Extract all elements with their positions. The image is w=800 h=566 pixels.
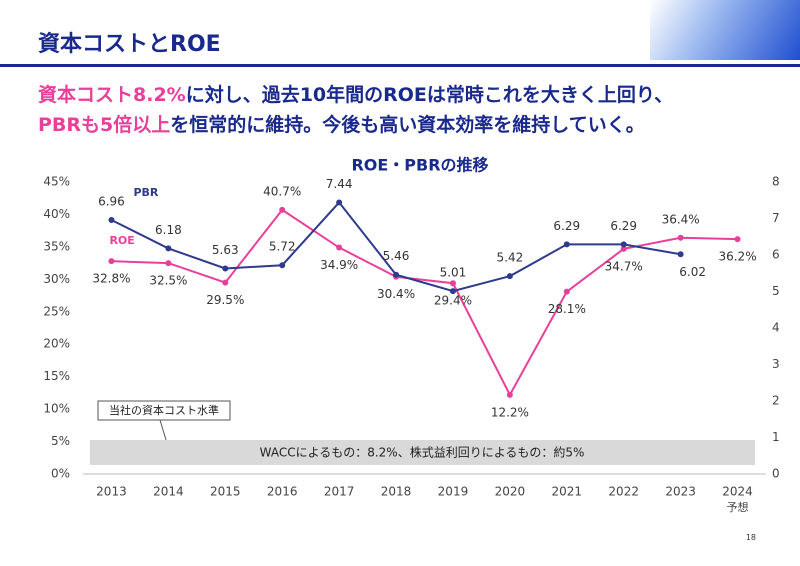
point <box>393 271 400 278</box>
headline-line: 資本コスト8.2%に対し、過去10年間のROEは常時これを大きく上回り、 <box>38 80 673 110</box>
y-tick-label: 40% <box>43 207 70 221</box>
point <box>165 260 172 267</box>
data-label: 32.5% <box>149 274 187 288</box>
data-label: 6.29 <box>610 219 637 233</box>
x-tick-label: 2024 <box>722 485 753 499</box>
x-tick-label: 2014 <box>153 485 184 499</box>
point <box>108 216 115 223</box>
point <box>677 251 684 258</box>
data-label: 34.7% <box>605 259 643 273</box>
x-tick-label: 2015 <box>210 485 241 499</box>
point <box>506 391 513 398</box>
band-label: WACCによるもの：8.2%、株式益利回りによるもの：約5% <box>260 445 585 460</box>
point <box>279 206 286 213</box>
y2-tick-label: 6 <box>772 248 780 262</box>
data-label: 29.5% <box>206 293 244 307</box>
y2-tick-label: 1 <box>772 430 780 444</box>
x-tick-label: 2023 <box>665 485 696 499</box>
header-decoration <box>650 0 800 60</box>
data-label: 5.72 <box>269 240 296 254</box>
page-number: 18 <box>745 533 756 542</box>
x-tick-label: 2017 <box>324 485 355 499</box>
point <box>620 245 627 252</box>
y-tick-label: 0% <box>51 467 70 481</box>
point <box>165 245 172 252</box>
point <box>279 262 286 269</box>
data-label: 6.18 <box>155 223 182 237</box>
data-label: 6.02 <box>679 265 706 279</box>
data-label: 5.46 <box>383 249 410 263</box>
series-name: ROE <box>109 234 134 247</box>
point <box>563 288 570 295</box>
point <box>620 241 627 248</box>
chart-title: ROE・PBRの推移 <box>351 156 488 175</box>
headline-segment: PBRも5倍以上 <box>38 114 171 136</box>
data-label: 5.01 <box>440 266 467 280</box>
cost-band <box>90 440 755 465</box>
data-label: 7.44 <box>326 177 353 191</box>
callout-box <box>97 400 231 421</box>
data-label: 5.42 <box>497 251 524 265</box>
y2-tick-label: 0 <box>772 467 780 481</box>
callout-line <box>159 419 167 441</box>
header-rule <box>0 64 800 67</box>
point <box>449 280 456 287</box>
y-tick-label: 45% <box>43 175 70 189</box>
data-label: 40.7% <box>263 184 301 198</box>
data-label: 5.63 <box>212 243 239 257</box>
callout-label: 当社の資本コスト水準 <box>109 403 219 417</box>
chart: ROE・PBRの推移 WACCによるもの：8.2%、株式益利回りによるもの：約5… <box>43 156 780 515</box>
point <box>563 241 570 248</box>
y2-tick-label: 5 <box>772 284 780 298</box>
headline-segment: に対し、過去10年間のROEは常時これを大きく上回り、 <box>185 84 674 106</box>
headline-segment: 資本コスト8.2% <box>38 84 186 106</box>
point <box>222 265 229 272</box>
y-tick-label: 25% <box>43 304 70 318</box>
y-tick-label: 30% <box>43 272 70 286</box>
x-tick-label: 2018 <box>381 485 412 499</box>
y2-tick-label: 7 <box>772 211 780 225</box>
y2-tick-label: 3 <box>772 357 780 371</box>
y-tick-label: 10% <box>43 402 70 416</box>
data-label: 28.1% <box>548 302 586 316</box>
x-tick-label: 2021 <box>552 485 583 499</box>
x-tick-label: 2020 <box>495 485 526 499</box>
x-tick-label: 2019 <box>438 485 469 499</box>
data-label: 6.96 <box>98 194 125 208</box>
headline-line: PBRも5倍以上を恒常的に維持。今後も高い資本効率を維持していく。 <box>38 110 673 140</box>
y2-tick-label: 8 <box>772 175 780 189</box>
point <box>108 258 115 265</box>
y2-tick-label: 4 <box>772 321 780 335</box>
x-tick-label: 2022 <box>608 485 639 499</box>
data-label: 36.2% <box>718 250 756 264</box>
point <box>506 273 513 280</box>
point <box>222 279 229 286</box>
y-tick-label: 5% <box>51 434 70 448</box>
y2-tick-label: 2 <box>772 394 780 408</box>
series-name: PBR <box>133 186 158 199</box>
y-tick-label: 20% <box>43 337 70 351</box>
data-label: 32.8% <box>92 272 130 286</box>
data-label: 12.2% <box>491 405 529 419</box>
data-label: 36.4% <box>662 212 700 226</box>
point <box>336 199 343 206</box>
data-label: 30.4% <box>377 287 415 301</box>
point <box>449 288 456 295</box>
data-label: 29.4% <box>434 294 472 308</box>
x-tick-label: 2013 <box>96 485 127 499</box>
headline-segment: を恒常的に維持。今後も高い資本効率を維持していく。 <box>170 114 645 136</box>
y-tick-label: 15% <box>43 369 70 383</box>
y-tick-label: 35% <box>43 239 70 253</box>
headline: 資本コスト8.2%に対し、過去10年間のROEは常時これを大きく上回り、 PBRも… <box>38 80 673 140</box>
data-label: 6.29 <box>553 219 580 233</box>
point <box>336 244 343 251</box>
slide-title: 資本コストとROE <box>38 32 221 57</box>
point <box>734 236 741 243</box>
point <box>677 234 684 241</box>
x-tick-note: 予想 <box>727 500 749 514</box>
x-tick-label: 2016 <box>267 485 298 499</box>
data-label: 34.9% <box>320 258 358 272</box>
